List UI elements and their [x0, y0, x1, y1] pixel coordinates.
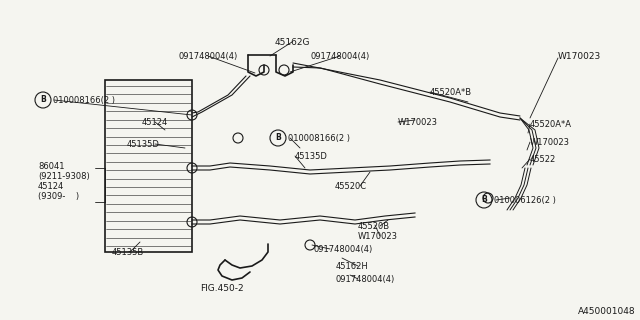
Text: W170023: W170023 — [530, 138, 570, 147]
Text: FIG.450-2: FIG.450-2 — [200, 284, 244, 293]
Text: 45135D: 45135D — [127, 140, 160, 149]
Text: 45124: 45124 — [142, 118, 168, 127]
Text: 010008166(2 ): 010008166(2 ) — [288, 133, 350, 142]
Text: B: B — [275, 133, 281, 142]
Text: W170023: W170023 — [398, 118, 438, 127]
Text: A450001048: A450001048 — [579, 307, 636, 316]
Text: 45124: 45124 — [38, 182, 64, 191]
Text: 45162H: 45162H — [336, 262, 369, 271]
Text: 45520B: 45520B — [358, 222, 390, 231]
Text: 091748004(4): 091748004(4) — [310, 52, 370, 61]
Text: 45520A*A: 45520A*A — [530, 120, 572, 129]
Text: 45135B: 45135B — [112, 248, 144, 257]
Bar — [105, 80, 192, 252]
Text: 45520A*B: 45520A*B — [430, 88, 472, 97]
Text: 45520C: 45520C — [335, 182, 367, 191]
Text: (9211-9308): (9211-9308) — [38, 172, 90, 181]
Text: W170023: W170023 — [558, 52, 601, 61]
Text: 45522: 45522 — [530, 155, 556, 164]
Text: 45135D: 45135D — [295, 152, 328, 161]
Text: B: B — [40, 95, 46, 105]
Text: B: B — [481, 196, 487, 204]
Text: 091748004(4): 091748004(4) — [179, 52, 237, 61]
Text: 86041: 86041 — [38, 162, 65, 171]
Text: (9309-    ): (9309- ) — [38, 192, 79, 201]
Text: 010008166(2 ): 010008166(2 ) — [53, 95, 115, 105]
Text: 010006126(2 ): 010006126(2 ) — [494, 196, 556, 204]
Text: 091748004(4): 091748004(4) — [314, 245, 373, 254]
Text: 45162G: 45162G — [275, 38, 310, 47]
Text: W170023: W170023 — [358, 232, 398, 241]
Text: 091748004(4): 091748004(4) — [336, 275, 396, 284]
